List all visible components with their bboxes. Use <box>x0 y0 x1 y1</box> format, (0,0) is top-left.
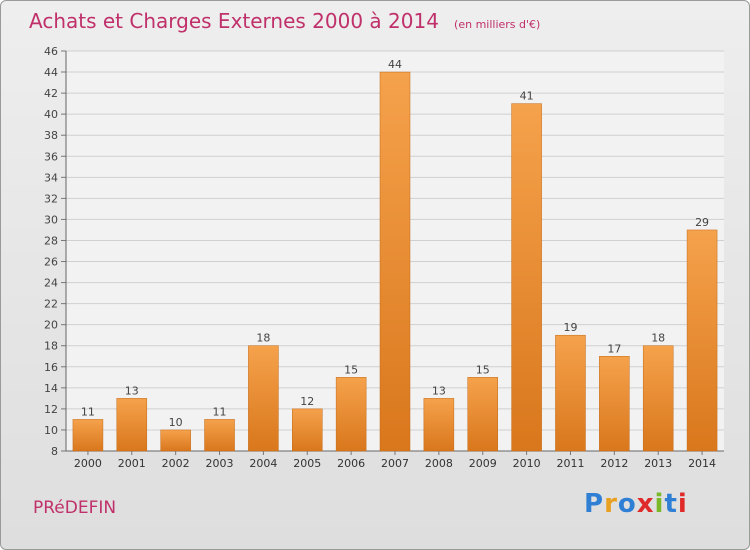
y-tick-label: 34 <box>44 171 58 184</box>
bar-value-label: 18 <box>256 332 270 345</box>
y-tick-label: 44 <box>44 66 58 79</box>
bar <box>160 429 191 452</box>
bar-value-label: 15 <box>476 363 490 376</box>
bar-value-label: 12 <box>300 395 314 408</box>
bar <box>555 334 586 452</box>
bar <box>511 103 542 452</box>
bar <box>423 398 455 452</box>
x-tick-label: 2008 <box>425 457 453 470</box>
y-tick-label: 42 <box>44 87 58 100</box>
bar-value-label: 10 <box>169 416 183 429</box>
bar <box>116 398 148 452</box>
logo-letter: i <box>677 489 688 519</box>
bar-value-label: 19 <box>563 321 577 334</box>
y-tick-label: 14 <box>44 382 58 395</box>
bar <box>467 377 498 452</box>
bar-value-label: 18 <box>651 332 665 345</box>
commune-name: PRéDEFIN <box>33 498 117 518</box>
x-tick-label: 2004 <box>249 457 277 470</box>
y-tick-label: 32 <box>44 192 58 205</box>
y-tick-label: 22 <box>44 298 58 311</box>
bar-value-label: 11 <box>213 405 227 418</box>
x-tick-label: 2010 <box>513 457 541 470</box>
bar-value-label: 41 <box>520 90 534 103</box>
y-tick-label: 36 <box>44 150 58 163</box>
y-tick-label: 16 <box>44 361 58 374</box>
x-tick-label: 2002 <box>162 457 190 470</box>
y-tick-label: 40 <box>44 108 58 121</box>
y-tick-label: 8 <box>51 445 58 458</box>
chart-unit: (en milliers d'€) <box>454 18 541 31</box>
bar-value-label: 44 <box>388 58 402 71</box>
y-tick-label: 26 <box>44 256 58 269</box>
bar <box>292 408 323 452</box>
y-tick-label: 24 <box>44 277 58 290</box>
bar <box>379 71 411 452</box>
bar <box>599 356 630 452</box>
x-tick-label: 2009 <box>469 457 497 470</box>
bar-value-label: 13 <box>125 384 139 397</box>
x-tick-label: 2000 <box>74 457 102 470</box>
y-tick-label: 12 <box>44 403 58 416</box>
x-tick-label: 2001 <box>118 457 146 470</box>
x-tick-label: 2011 <box>556 457 584 470</box>
y-tick-label: 38 <box>44 129 58 142</box>
bar <box>642 345 674 452</box>
bar-value-label: 11 <box>81 405 95 418</box>
y-tick-label: 10 <box>44 424 58 437</box>
chart-title-text: Achats et Charges Externes 2000 à 2014 <box>29 9 439 33</box>
x-tick-label: 2006 <box>337 457 365 470</box>
logo-letter: o <box>617 489 637 519</box>
logo-letter: r <box>604 489 618 519</box>
bar-value-label: 13 <box>432 384 446 397</box>
bar <box>204 419 235 452</box>
bar <box>335 377 367 452</box>
x-tick-label: 2005 <box>293 457 321 470</box>
bar-value-label: 29 <box>695 216 709 229</box>
logo-letter: P <box>584 489 605 519</box>
chart-title: Achats et Charges Externes 2000 à 2014 (… <box>29 9 540 33</box>
x-tick-label: 2013 <box>644 457 672 470</box>
x-tick-label: 2014 <box>688 457 716 470</box>
proxiti-logo: Proxiti <box>584 489 688 519</box>
bar-value-label: 17 <box>607 342 621 355</box>
x-tick-label: 2007 <box>381 457 409 470</box>
logo-letter: x <box>636 489 655 519</box>
y-tick-label: 46 <box>44 45 58 58</box>
bar <box>72 419 104 452</box>
y-tick-label: 30 <box>44 213 58 226</box>
y-tick-label: 28 <box>44 234 58 247</box>
y-tick-label: 20 <box>44 319 58 332</box>
x-tick-label: 2003 <box>206 457 234 470</box>
logo-letter: t <box>664 489 678 519</box>
bar <box>686 229 718 452</box>
x-tick-label: 2012 <box>600 457 628 470</box>
bar <box>248 345 279 452</box>
y-tick-label: 18 <box>44 340 58 353</box>
bar-value-label: 15 <box>344 363 358 376</box>
logo-letter: i <box>654 489 665 519</box>
